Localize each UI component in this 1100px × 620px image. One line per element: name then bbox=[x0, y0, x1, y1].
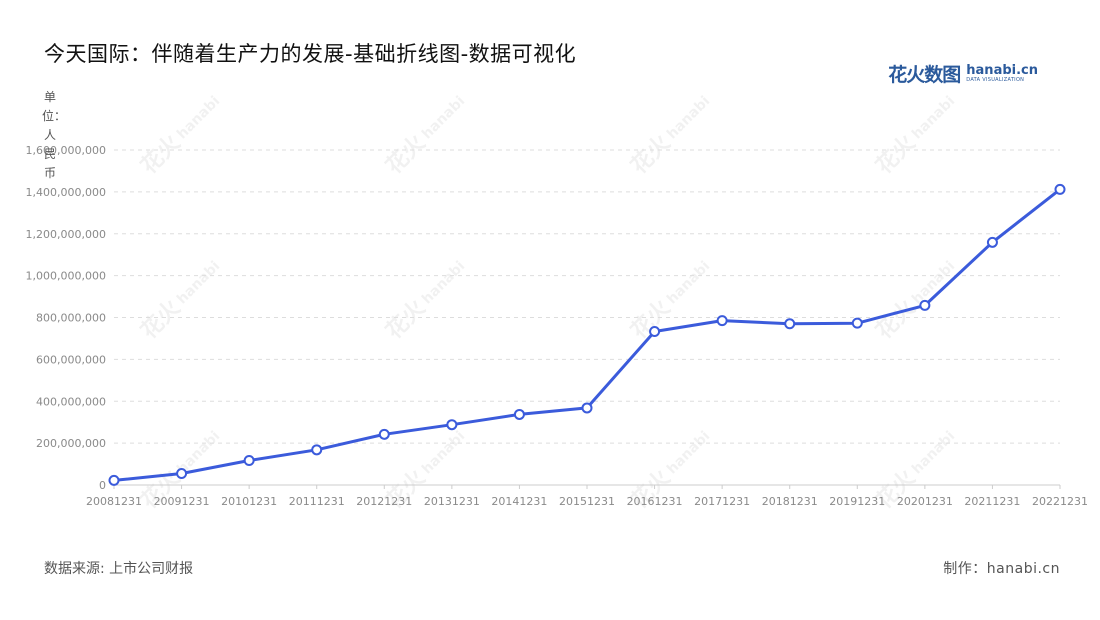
watermark-en-text: hanabi bbox=[419, 93, 468, 142]
y-tick-label: 1,400,000,000 bbox=[26, 186, 106, 199]
x-tick-label: 20171231 bbox=[694, 495, 750, 508]
watermark-en-text: hanabi bbox=[664, 93, 713, 142]
x-tick-label: 20161231 bbox=[627, 495, 683, 508]
x-tick-label: 20141231 bbox=[491, 495, 547, 508]
y-axis-unit-label: 单位：人民币 bbox=[42, 90, 67, 180]
data-point[interactable] bbox=[851, 317, 863, 329]
series-line bbox=[113, 188, 1061, 482]
logo-subtitle: DATA VISUALIZATION bbox=[966, 77, 1025, 83]
y-axis-ticks: 0 200,000,000 400,000,000 600,000,000 800,00… bbox=[26, 144, 106, 492]
watermark-en-text: hanabi bbox=[909, 428, 958, 477]
watermark-en-text: hanabi bbox=[909, 93, 958, 142]
chart-title: 今天国际：伴随着生产力的发展-基础折线图-数据可视化 bbox=[44, 42, 577, 66]
x-tick-label: 20091231 bbox=[154, 495, 210, 508]
watermark-cn-text: 花火 bbox=[381, 295, 431, 345]
x-tick-label: 20221231 bbox=[1032, 495, 1088, 508]
data-point[interactable] bbox=[1054, 183, 1066, 195]
y-tick-label: 800,000,000 bbox=[36, 312, 106, 325]
watermark-en-text: hanabi bbox=[664, 258, 713, 307]
data-point[interactable] bbox=[176, 467, 188, 479]
y-tick-label: 600,000,000 bbox=[36, 353, 106, 366]
credit: 制作：hanabi.cn bbox=[943, 561, 1060, 577]
watermark-cn-text: 花火 bbox=[136, 295, 186, 345]
data-point[interactable] bbox=[716, 315, 728, 327]
data-point[interactable] bbox=[513, 408, 525, 420]
watermark-en-text: hanabi bbox=[419, 428, 468, 477]
watermark-en-text: hanabi bbox=[419, 258, 468, 307]
data-point[interactable] bbox=[784, 318, 796, 330]
x-tick-label: 20121231 bbox=[356, 495, 412, 508]
logo-en-block: hanabi.cn DATA VISUALIZATION bbox=[966, 64, 1038, 83]
brand-logo: 花火数图 hanabi.cn DATA VISUALIZATION bbox=[888, 60, 1038, 87]
data-point[interactable] bbox=[108, 474, 120, 486]
y-tick-label: 1,200,000,000 bbox=[26, 228, 106, 241]
data-point[interactable] bbox=[986, 236, 998, 248]
watermark-en-text: hanabi bbox=[664, 428, 713, 477]
y-tick-label: 400,000,000 bbox=[36, 395, 106, 408]
data-source: 数据来源: 上市公司财报 bbox=[44, 561, 194, 577]
logo-cn-text: 花火数图 bbox=[888, 64, 961, 86]
watermark-cn-text: 花火 bbox=[871, 130, 921, 180]
x-tick-label: 20181231 bbox=[762, 495, 818, 508]
data-point[interactable] bbox=[378, 428, 390, 440]
x-tick-label: 20111231 bbox=[289, 495, 345, 508]
watermark-cn-text: 花火 bbox=[626, 130, 676, 180]
x-tick-label: 20131231 bbox=[424, 495, 480, 508]
y-tick-label: 0 bbox=[99, 479, 106, 492]
watermark-en-text: hanabi bbox=[174, 258, 223, 307]
watermark-cn-text: 花火 bbox=[381, 130, 431, 180]
x-tick-label: 20101231 bbox=[221, 495, 277, 508]
x-tick-label: 20191231 bbox=[829, 495, 885, 508]
y-tick-label: 1,000,000,000 bbox=[26, 270, 106, 283]
x-tick-label: 20081231 bbox=[86, 495, 142, 508]
watermark-cn-text: 花火 bbox=[136, 130, 186, 180]
x-axis-ticks: 20081231 20091231 20101231 20111231 20121231… bbox=[86, 485, 1088, 508]
x-tick-label: 20201231 bbox=[897, 495, 953, 508]
data-point[interactable] bbox=[446, 419, 458, 431]
data-point[interactable] bbox=[919, 299, 931, 311]
y-tick-label: 1,600,000,000 bbox=[26, 144, 106, 157]
watermark-cn-text: 花火 bbox=[871, 295, 921, 345]
watermark-layer: 花火hanabi花火hanabi花火hanabi花火hanabi花火hanabi… bbox=[136, 93, 958, 514]
x-tick-label: 20151231 bbox=[559, 495, 615, 508]
data-point[interactable] bbox=[649, 326, 661, 338]
grid-lines bbox=[114, 149, 1060, 444]
x-tick-label: 20211231 bbox=[964, 495, 1020, 508]
data-point[interactable] bbox=[311, 444, 323, 456]
data-points bbox=[108, 183, 1066, 486]
data-point[interactable] bbox=[581, 402, 593, 414]
y-tick-label: 200,000,000 bbox=[36, 437, 106, 450]
logo-en-text: hanabi.cn bbox=[966, 63, 1038, 78]
data-point[interactable] bbox=[243, 455, 255, 467]
watermark-en-text: hanabi bbox=[174, 93, 223, 142]
